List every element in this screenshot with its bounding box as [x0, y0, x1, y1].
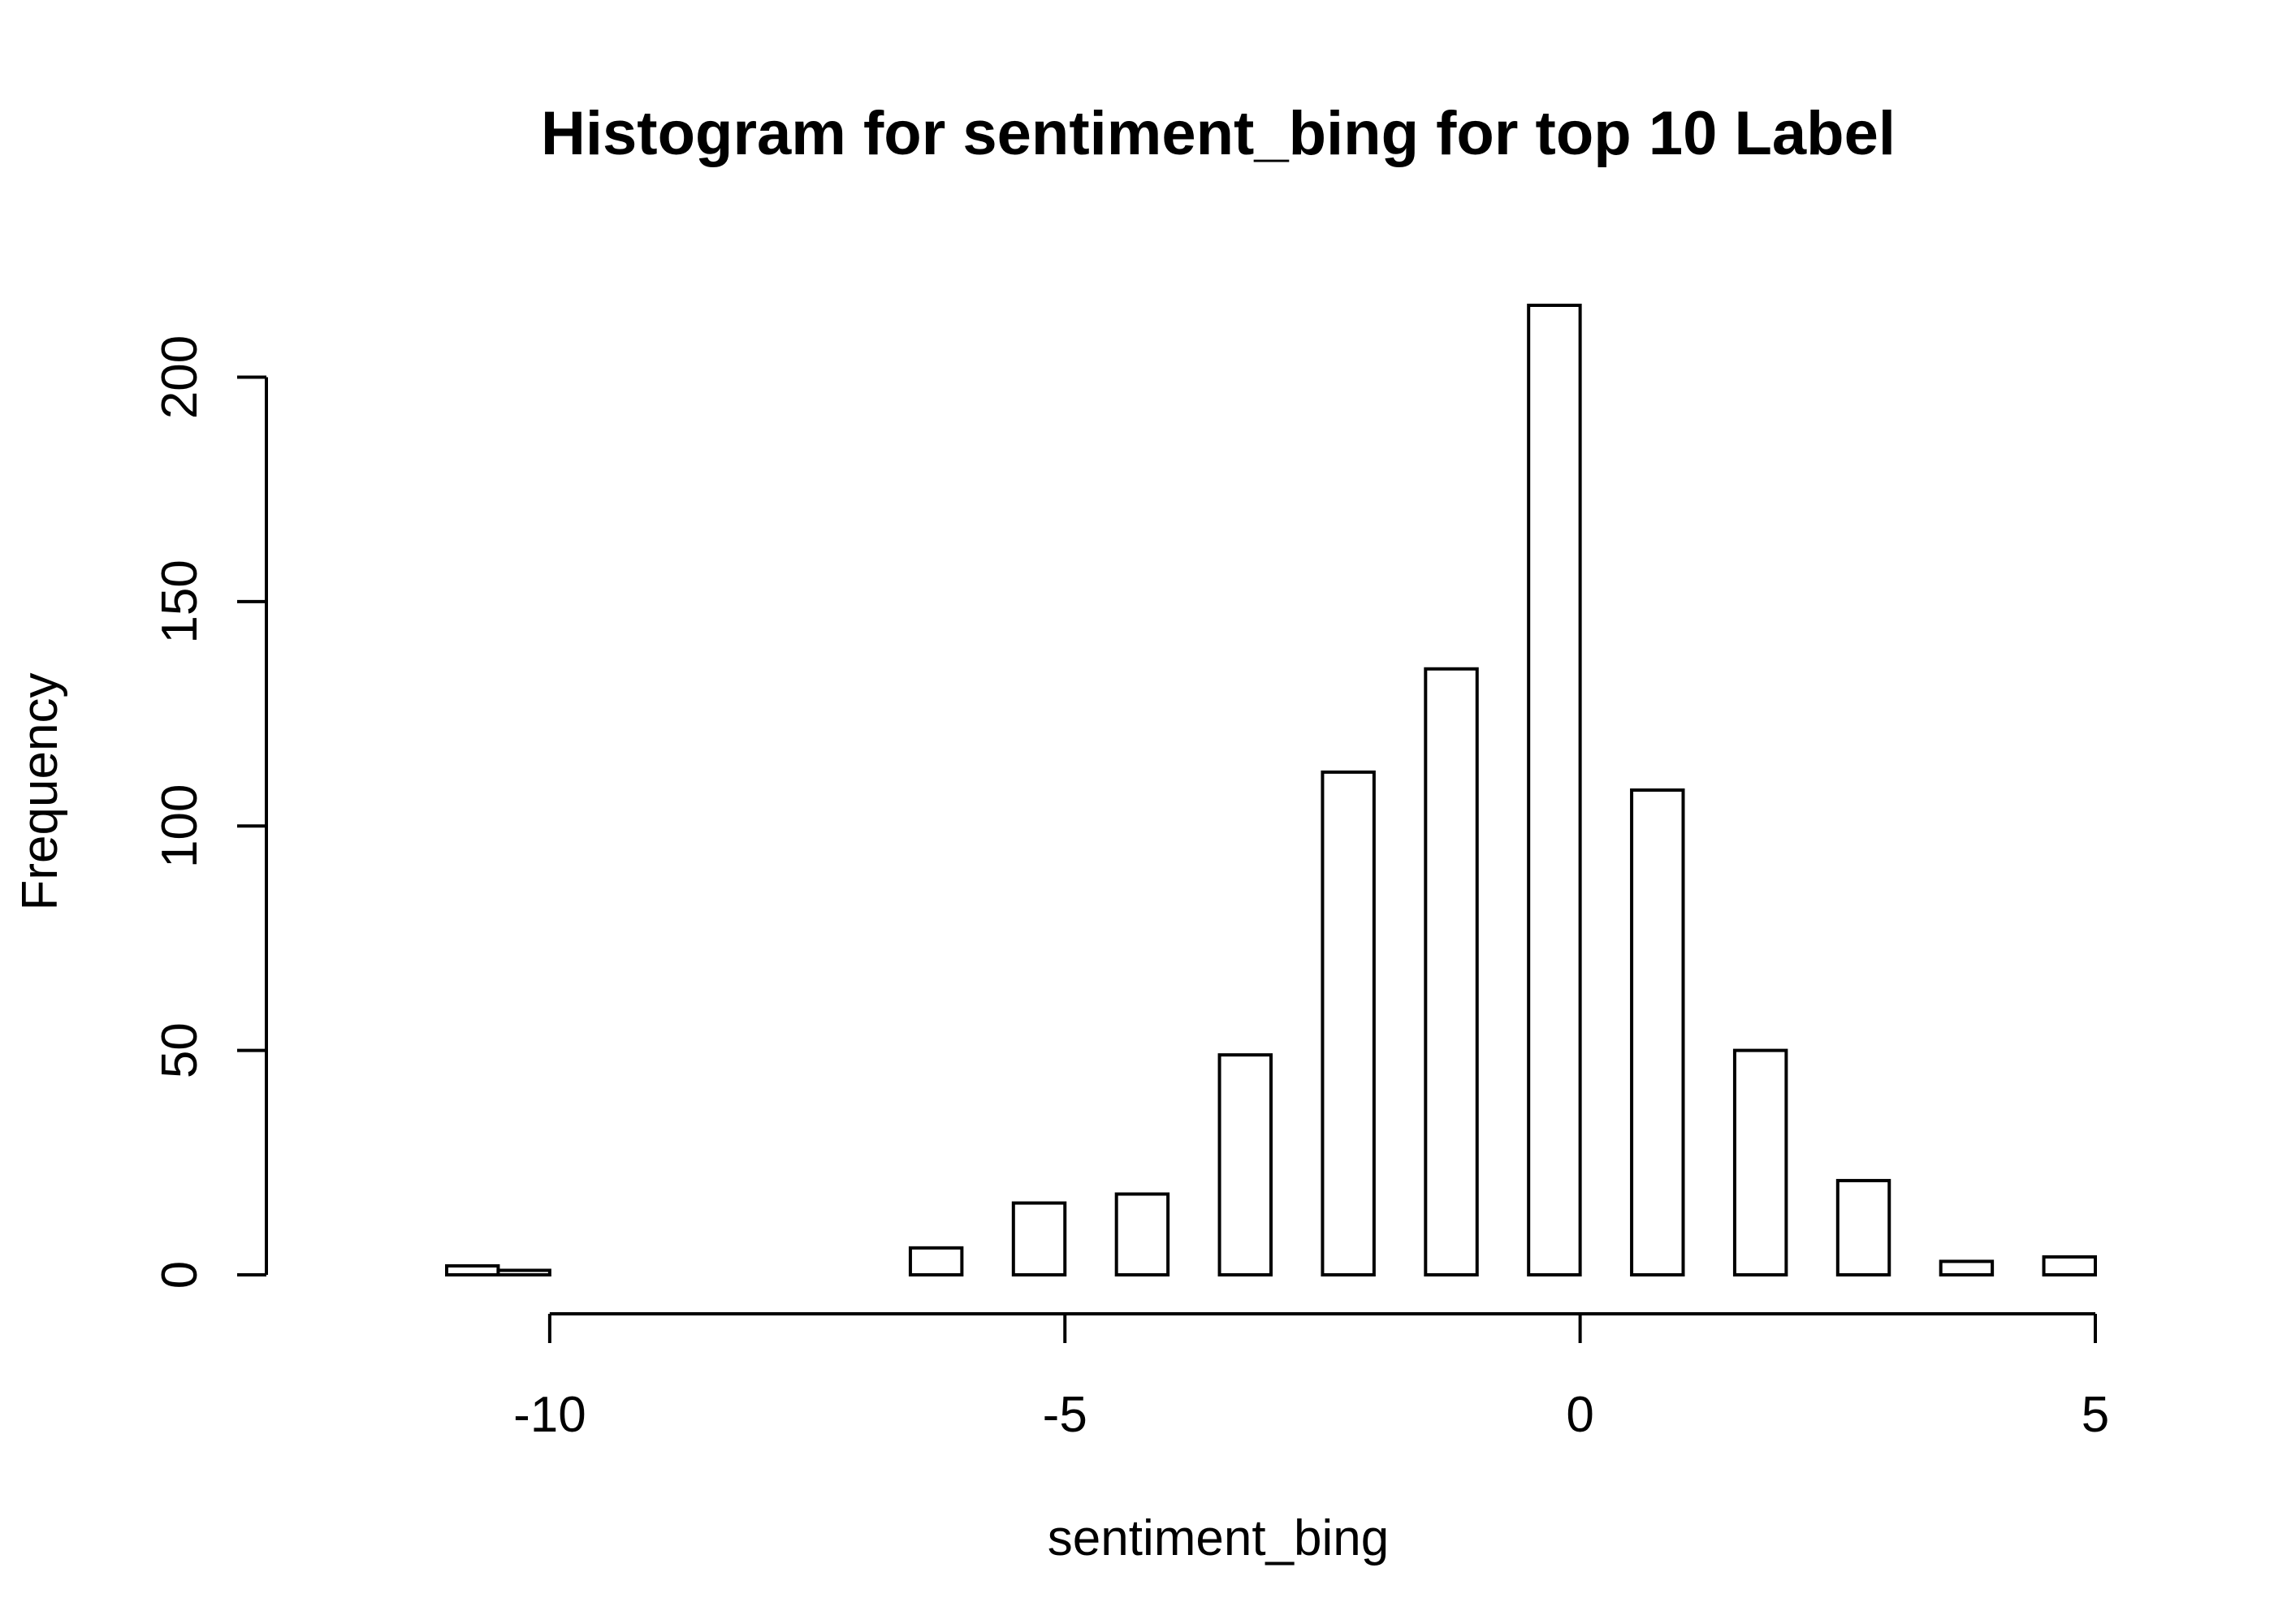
x-tick-label: -5 [1043, 1387, 1087, 1443]
y-axis-label: Frequency [12, 673, 68, 911]
y-tick-label: 100 [152, 784, 208, 867]
histogram-bar [445, 1263, 500, 1277]
y-tick-label: 150 [152, 559, 208, 643]
histogram-bar [1527, 304, 1582, 1276]
x-tick-label: 0 [1566, 1387, 1593, 1443]
chart-title: Histogram for sentiment_bing for top 10 … [541, 99, 1896, 168]
y-tick-label: 200 [152, 335, 208, 419]
histogram-bar [1630, 788, 1685, 1276]
histogram-bar [1732, 1048, 1788, 1276]
histogram-bar [1217, 1053, 1273, 1277]
histogram-bar [2042, 1255, 2097, 1277]
x-tick-label: -10 [513, 1387, 586, 1443]
histogram-bar [1114, 1192, 1170, 1276]
histogram-bar [496, 1268, 551, 1276]
histogram-bar [1424, 667, 1479, 1276]
x-axis-label: sentiment_bing [1048, 1510, 1390, 1566]
y-tick-label: 0 [152, 1261, 208, 1289]
histogram-bar [908, 1246, 964, 1277]
histogram-bar [1939, 1259, 1995, 1276]
histogram-bar [1835, 1178, 1891, 1276]
histogram-bar [1011, 1201, 1067, 1276]
x-tick-label: 5 [2082, 1387, 2109, 1443]
histogram-bar [1321, 770, 1376, 1276]
y-tick-label: 50 [152, 1022, 208, 1078]
bars-layer [445, 304, 2097, 1277]
y-axis: 0 50 100 150 200 [152, 335, 268, 1289]
x-axis: -10 -5 0 5 [513, 1312, 2109, 1443]
